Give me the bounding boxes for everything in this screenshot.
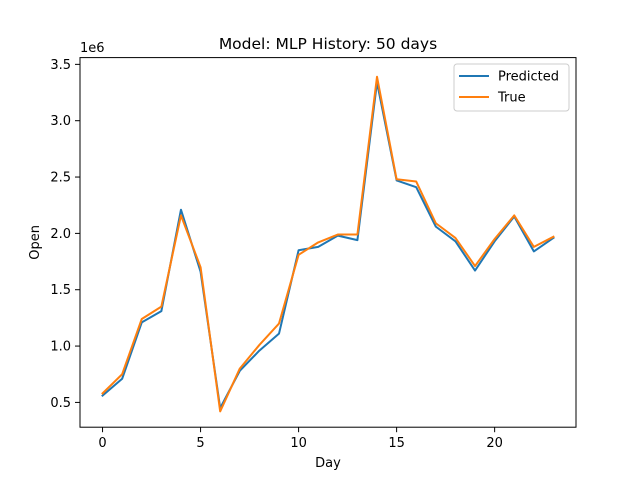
- legend-label-predicted: Predicted: [498, 70, 559, 85]
- x-axis-ticks: 0 5 10 15 20: [98, 427, 503, 451]
- y-tick-label: 1.0: [50, 340, 71, 355]
- x-axis-label: Day: [315, 456, 341, 471]
- y-tick-label: 0.5: [50, 396, 71, 411]
- x-tick-label: 10: [290, 436, 307, 451]
- x-tick-label: 5: [196, 436, 204, 451]
- series-line-true: [101, 75, 555, 413]
- chart-title: Model: MLP History: 50 days: [219, 35, 437, 53]
- plot-frame: [79, 57, 577, 428]
- y-tick-label: 3.0: [50, 114, 71, 129]
- y-offset-label: 1e6: [80, 41, 105, 56]
- x-tick-label: 0: [98, 436, 106, 451]
- y-axis-ticks: 0.5 1.0 1.5 2.0 2.5 3.0 3.5: [50, 58, 80, 411]
- legend-label-true: True: [497, 91, 526, 106]
- x-tick-label: 15: [388, 436, 405, 451]
- legend: Predicted True: [453, 63, 570, 112]
- y-tick-label: 2.5: [50, 171, 71, 186]
- y-tick-label: 2.0: [50, 227, 71, 242]
- y-tick-label: 3.5: [50, 58, 71, 73]
- series-layer: [101, 75, 555, 413]
- x-tick-label: 20: [486, 436, 503, 451]
- y-axis-label: Open: [28, 225, 43, 260]
- y-tick-label: 1.5: [50, 283, 71, 298]
